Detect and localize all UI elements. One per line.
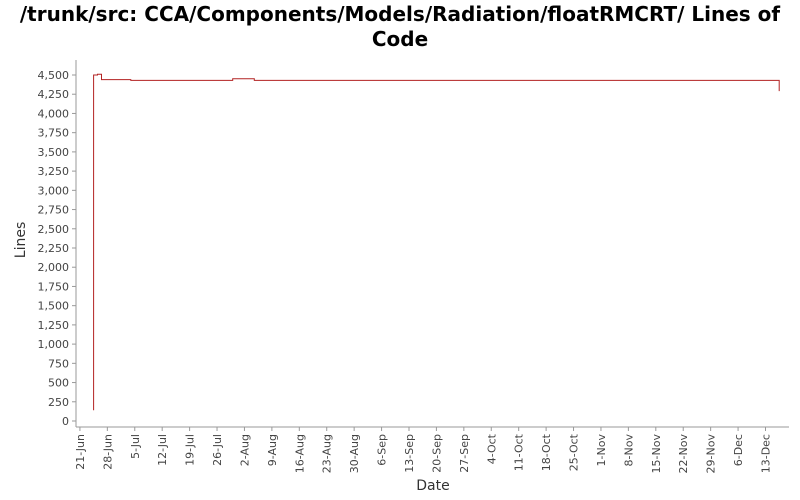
x-tick-label: 16-Aug	[293, 434, 306, 473]
y-tick-label: 2,750	[38, 204, 70, 217]
x-tick-label: 4-Oct	[485, 433, 498, 464]
y-tick-label: 0	[62, 415, 69, 428]
y-tick-label: 3,500	[38, 146, 70, 159]
y-tick-label: 1,750	[38, 280, 70, 293]
series-layer	[93, 73, 780, 411]
x-tick-label: 5-Jul	[129, 434, 142, 459]
y-axis: 0 250 500 750 1,000 1,250 1,500 1,750 2,000 2,250…	[38, 60, 77, 428]
y-tick-label: 3,250	[38, 165, 70, 178]
x-tick-label: 27-Sep	[458, 434, 471, 473]
x-tick-label: 30-Aug	[348, 434, 361, 473]
x-axis: 21-Jun 28-Jun 5-Jul 12-Jul 19-Jul 26-Jul 2-Aug…	[74, 426, 789, 474]
x-tick-label: 1-Nov	[595, 434, 608, 467]
x-tick-label: 9-Aug	[266, 434, 279, 466]
x-tick-label: 11-Oct	[513, 433, 526, 471]
x-tick-label: 13-Sep	[403, 434, 416, 473]
x-tick-label: 21-Jun	[74, 434, 87, 470]
x-tick-label: 25-Oct	[568, 433, 581, 471]
x-tick-label: 23-Aug	[321, 434, 334, 473]
y-tick-label: 3,750	[38, 127, 70, 140]
y-tick-label: 1,500	[38, 300, 70, 313]
x-tick-label: 20-Sep	[430, 434, 443, 473]
y-tick-label: 1,250	[38, 319, 70, 332]
x-tick-label: 6-Sep	[376, 434, 389, 466]
x-tick-label: 12-Jul	[156, 434, 169, 466]
y-tick-label: 250	[48, 396, 69, 409]
x-tick-label: 26-Jul	[211, 434, 224, 466]
x-tick-label: 6-Dec	[732, 434, 745, 466]
x-tick-label: 13-Dec	[759, 434, 772, 473]
series-line	[93, 73, 780, 411]
y-tick-label: 1,000	[38, 338, 70, 351]
y-axis-title: Lines	[13, 222, 29, 258]
y-tick-label: 2,000	[38, 261, 70, 274]
y-tick-label: 3,000	[38, 184, 70, 197]
y-tick-label: 4,000	[38, 107, 70, 120]
x-tick-label: 8-Nov	[622, 434, 635, 467]
x-tick-label: 18-Oct	[540, 433, 553, 471]
y-tick-label: 750	[48, 357, 69, 370]
x-tick-label: 19-Jul	[184, 434, 197, 466]
x-tick-label: 15-Nov	[650, 434, 663, 474]
x-tick-label: 29-Nov	[705, 434, 718, 474]
y-tick-label: 4,500	[38, 69, 70, 82]
y-tick-label: 4,250	[38, 88, 70, 101]
x-tick-label: 28-Jun	[101, 434, 114, 470]
plot-area	[76, 60, 789, 427]
y-tick-label: 500	[48, 377, 69, 390]
x-axis-title: Date	[416, 478, 449, 494]
x-tick-label: 2-Aug	[238, 434, 251, 466]
chart-title: /trunk/src: CCA/Components/Models/Radiat…	[19, 2, 781, 51]
y-tick-label: 2,250	[38, 242, 70, 255]
y-tick-label: 2,500	[38, 223, 70, 236]
x-tick-label: 22-Nov	[677, 434, 690, 474]
